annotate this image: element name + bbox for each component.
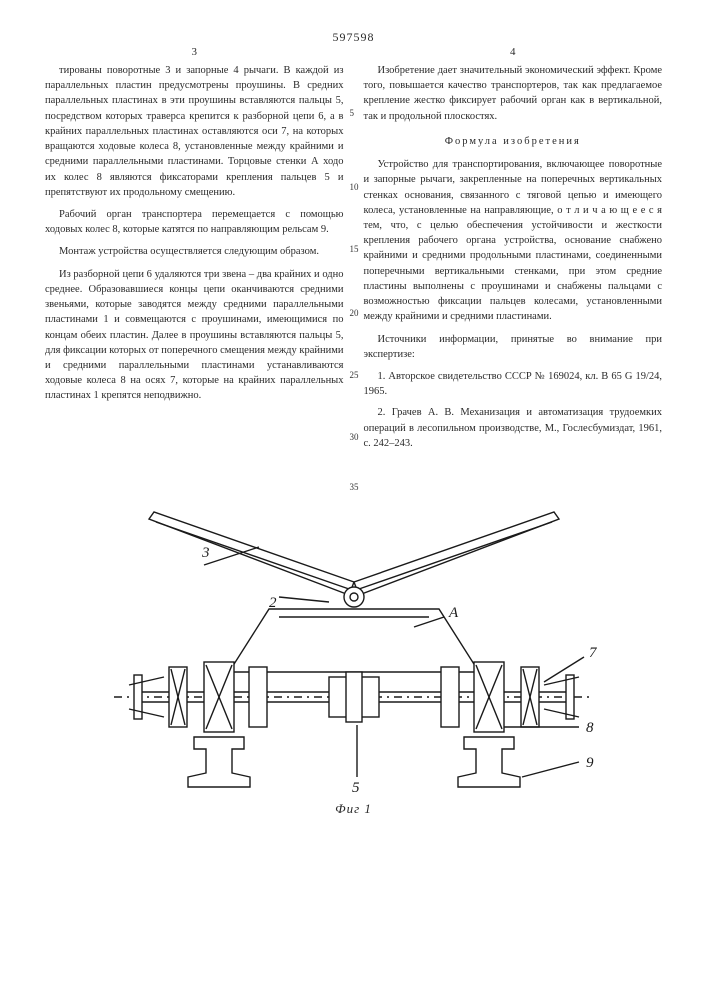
fig-label-3: 3 [201, 545, 210, 561]
rail-left [188, 737, 250, 787]
ref-1: 1. Авторское свидетельство СССР № 169024… [364, 369, 663, 399]
right-p2: Устройство для транспортирования, включа… [364, 157, 663, 324]
left-p1: тированы поворотные 3 и запорные 4 рычаг… [45, 63, 344, 200]
text-columns: 3 тированы поворотные 3 и запорные 4 рыч… [45, 63, 662, 457]
page: 597598 3 тированы поворотные 3 и запорны… [0, 0, 707, 1000]
ref-2: 2. Грачев А. В. Механизация и автоматиза… [364, 405, 663, 451]
patent-number: 597598 [45, 30, 662, 45]
fig-label-9: 9 [586, 755, 594, 771]
refs-title: Источники информации, принятые во вниман… [364, 332, 663, 362]
left-column: 3 тированы поворотные 3 и запорные 4 рыч… [45, 63, 344, 457]
ln-15: 15 [350, 243, 359, 256]
left-col-number: 3 [192, 45, 198, 61]
figure-caption: Фиг 1 [45, 801, 662, 817]
fig-label-2: 2 [269, 595, 277, 611]
ln-25: 25 [350, 369, 359, 382]
left-p2: Рабочий орган транспортера перемещается … [45, 207, 344, 237]
figure-svg: 3 2 A 5 7 8 9 [74, 477, 634, 797]
ln-5: 5 [350, 107, 355, 120]
right-col-number: 4 [510, 45, 516, 61]
right-column: 4 5 10 15 20 25 30 35 Изобретение дает з… [364, 63, 663, 457]
ln-20: 20 [350, 307, 359, 320]
rail-right [458, 737, 520, 787]
left-p4: Из разборной цепи 6 удаляются три звена … [45, 267, 344, 404]
formula-title: Формула изобретения [364, 134, 663, 149]
ln-10: 10 [350, 181, 359, 194]
ln-35: 35 [350, 481, 359, 494]
fig-label-8: 8 [586, 720, 594, 736]
ln-30: 30 [350, 431, 359, 444]
figure-1: 3 2 A 5 7 8 9 Фиг 1 [45, 477, 662, 817]
fig-label-5: 5 [352, 780, 360, 796]
fig-label-A: A [448, 605, 459, 621]
fig-label-7: 7 [589, 645, 598, 661]
left-p3: Монтаж устройства осуществляется следующ… [45, 244, 344, 259]
right-p1: Изобретение дает значительный экономичес… [364, 63, 663, 124]
